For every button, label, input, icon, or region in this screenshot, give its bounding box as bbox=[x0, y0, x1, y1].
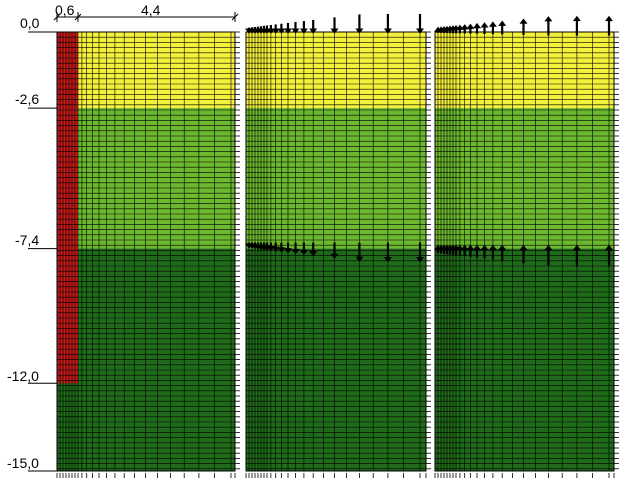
load-arrow-head bbox=[299, 28, 308, 34]
dimension-lines bbox=[53, 12, 239, 22]
load-arrow-head bbox=[383, 28, 392, 34]
load-arrow-head bbox=[355, 28, 364, 34]
load-arrows bbox=[245, 14, 424, 34]
load-arrow-head bbox=[460, 24, 469, 30]
layer-2-band bbox=[246, 108, 426, 249]
load-arrow-head bbox=[277, 247, 286, 253]
panel-frame bbox=[245, 31, 427, 472]
load-arrow-head bbox=[330, 253, 339, 260]
load-arrows bbox=[434, 15, 613, 36]
load-arrow-head bbox=[519, 244, 528, 251]
load-arrow-head bbox=[519, 18, 528, 24]
load-arrow-head bbox=[455, 24, 464, 30]
load-arrow-head bbox=[466, 244, 475, 251]
load-arrow-head bbox=[284, 28, 292, 34]
depth-ticks bbox=[28, 31, 57, 472]
layer-1-band bbox=[57, 32, 235, 109]
depth-label-1: -2,6 bbox=[15, 91, 40, 107]
layer-1-band bbox=[435, 32, 614, 109]
load-arrow-head bbox=[416, 257, 424, 263]
load-arrow-head bbox=[473, 244, 481, 251]
load-arrow-head bbox=[480, 22, 489, 28]
depth-label-3: -12,0 bbox=[7, 368, 39, 384]
dimension-label-top-width: 0,6 bbox=[55, 2, 75, 18]
load-arrow-head bbox=[383, 257, 392, 263]
load-arrow-head bbox=[271, 28, 280, 34]
load-arrow-head bbox=[572, 244, 581, 251]
dimension-slash bbox=[53, 13, 61, 21]
load-arrow-head bbox=[416, 28, 424, 34]
depth-label-0: 0,0 bbox=[20, 15, 40, 31]
load-arrow-head bbox=[271, 246, 280, 252]
load-panel-up bbox=[434, 15, 619, 478]
load-arrow-head bbox=[266, 28, 275, 34]
load-arrow-head bbox=[455, 244, 464, 251]
load-arrow-head bbox=[355, 256, 364, 263]
load-arrow-head bbox=[460, 244, 469, 251]
load-arrow-head bbox=[480, 244, 489, 251]
load-arrow-head bbox=[498, 244, 507, 251]
load-arrow-head bbox=[498, 20, 507, 26]
load-arrow-head bbox=[488, 21, 497, 27]
dimension-slash bbox=[74, 13, 82, 21]
load-panel-down bbox=[245, 14, 431, 478]
depth-label-2: -7,4 bbox=[15, 232, 40, 248]
layer-2-band bbox=[57, 108, 235, 249]
layer-2-band bbox=[435, 108, 614, 249]
load-arrow-head bbox=[605, 15, 613, 22]
load-arrow-head bbox=[291, 28, 300, 34]
load-arrow-head bbox=[466, 23, 475, 29]
panel-frame bbox=[56, 31, 236, 472]
support-ticks bbox=[56, 31, 240, 478]
depth-label-4: -15,0 bbox=[7, 455, 39, 471]
load-arrows bbox=[245, 242, 424, 263]
load-arrow-head bbox=[291, 249, 300, 255]
load-arrow-head bbox=[309, 251, 318, 257]
dimension-label-main-width: 4,4 bbox=[141, 2, 161, 18]
load-arrow-head bbox=[309, 28, 318, 34]
geometry-panel bbox=[56, 31, 240, 478]
load-arrow-head bbox=[277, 28, 286, 34]
load-arrow-head bbox=[330, 28, 339, 34]
load-arrow-head bbox=[544, 16, 553, 22]
load-arrow-head bbox=[284, 248, 292, 254]
load-arrow-head bbox=[488, 244, 497, 251]
load-arrow-head bbox=[299, 250, 308, 256]
support-ticks bbox=[245, 31, 431, 478]
load-arrow-head bbox=[605, 244, 613, 251]
pile bbox=[57, 32, 78, 384]
load-arrow-head bbox=[473, 22, 481, 29]
layer-1-band bbox=[246, 32, 426, 109]
support-ticks bbox=[434, 31, 619, 478]
dimension-slash bbox=[231, 13, 239, 21]
load-arrow-head bbox=[544, 244, 553, 251]
load-arrows bbox=[434, 244, 613, 267]
load-arrow-head bbox=[572, 15, 581, 22]
